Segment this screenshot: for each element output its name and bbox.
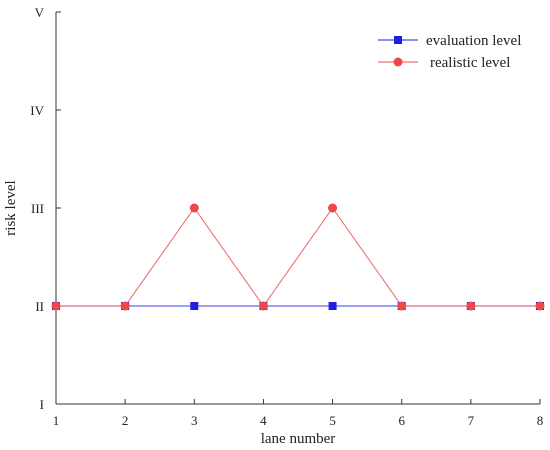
data-point [535, 301, 545, 311]
data-point [397, 301, 407, 311]
x-tick-label: 8 [537, 413, 544, 428]
x-tick-label: 3 [191, 413, 198, 428]
data-point [51, 301, 61, 311]
data-point [258, 301, 268, 311]
data-point [328, 302, 337, 310]
data-point [189, 203, 199, 213]
x-tick-label: 5 [329, 413, 336, 428]
series-line [56, 207, 540, 307]
x-tick-label: 4 [260, 413, 267, 428]
y-tick-label: II [35, 299, 44, 314]
y-tick-label: III [31, 201, 44, 216]
legend-marker [393, 57, 403, 67]
legend-label: evaluation level [426, 33, 521, 49]
x-tick-label: 6 [398, 413, 405, 428]
legend: evaluation level realistic level [378, 33, 521, 71]
legend-marker [394, 36, 402, 44]
data-point [190, 302, 199, 310]
y-tick-label: IV [30, 103, 44, 118]
x-tick-label: 2 [122, 413, 129, 428]
x-ticks: 1 2 3 4 5 6 7 8 [53, 399, 544, 428]
y-tick-label: I [40, 397, 44, 412]
series-layer [51, 203, 545, 311]
x-axis-title: lane number [261, 431, 336, 447]
y-axis-title: risk level [3, 180, 19, 235]
x-tick-label: 7 [468, 413, 475, 428]
x-tick-label: 1 [53, 413, 60, 428]
legend-label: realistic level [430, 55, 510, 71]
data-point [120, 301, 130, 311]
data-point [328, 203, 338, 213]
y-tick-label: V [35, 5, 45, 20]
data-point [466, 301, 476, 311]
